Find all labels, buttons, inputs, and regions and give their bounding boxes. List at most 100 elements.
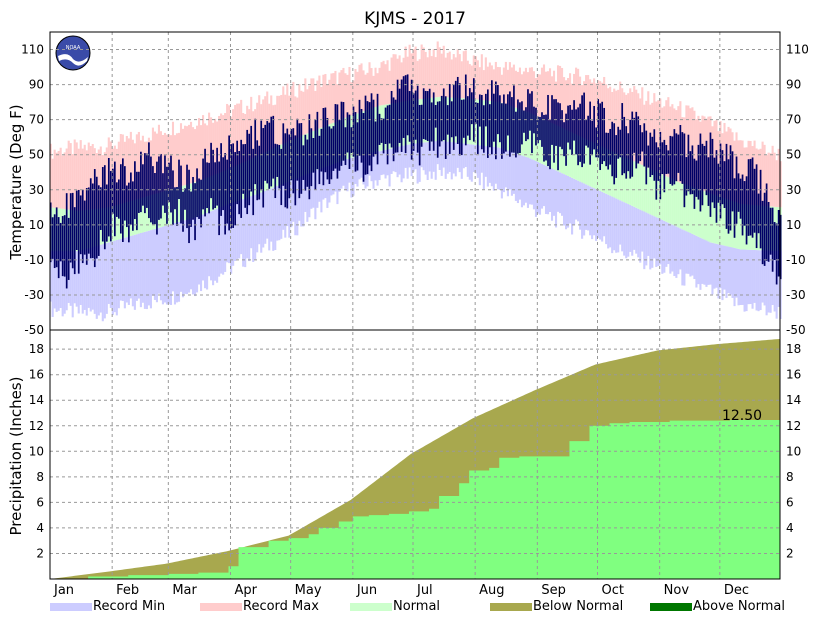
band-day	[468, 64, 471, 99]
observed-day	[264, 124, 267, 181]
band-day	[607, 194, 610, 249]
observed-day	[258, 145, 261, 200]
band-day	[61, 155, 64, 209]
band-day	[597, 189, 600, 239]
band-day	[739, 140, 742, 204]
observed-day	[81, 189, 84, 264]
band-day	[384, 64, 387, 105]
band-day	[292, 179, 295, 222]
band-day	[466, 60, 469, 99]
band-day	[438, 47, 441, 97]
temp-tick-right: 70	[786, 113, 801, 127]
temp-tick-right: 50	[786, 148, 801, 162]
observed-day	[549, 119, 551, 170]
band-day	[49, 251, 52, 302]
band-day	[703, 239, 706, 285]
observed-day	[426, 91, 429, 142]
observed-day	[641, 132, 644, 152]
band-day	[49, 143, 52, 208]
band-day	[256, 102, 259, 156]
precip-total-annotation: 12.50	[722, 408, 762, 424]
band-day	[410, 143, 413, 177]
band-day	[719, 196, 722, 245]
observed-day	[418, 104, 421, 166]
observed-day	[749, 158, 752, 236]
band-day	[408, 44, 411, 101]
band-day	[208, 211, 211, 277]
band-day	[167, 134, 171, 190]
band-day	[200, 215, 203, 292]
band-day	[502, 149, 505, 193]
band-day	[532, 114, 536, 161]
observed-day	[709, 132, 712, 217]
band-day	[151, 127, 154, 195]
temp-tick-right: 30	[786, 183, 801, 197]
observed-day	[306, 139, 309, 187]
band-day	[530, 159, 534, 205]
observed-day	[591, 120, 593, 156]
observed-day	[484, 93, 487, 127]
observed-day	[647, 145, 650, 168]
band-day	[232, 202, 235, 266]
band-day	[137, 233, 140, 299]
band-day	[595, 83, 598, 144]
observed-day	[555, 99, 557, 146]
band-day	[185, 219, 189, 295]
band-day	[571, 177, 574, 235]
band-day	[522, 110, 525, 157]
observed-day	[486, 89, 489, 158]
band-day	[167, 189, 171, 225]
band-day	[444, 57, 447, 98]
precip-tick-right: 10	[786, 444, 801, 458]
band-day	[567, 175, 570, 228]
band-day	[466, 143, 469, 177]
band-day	[520, 155, 523, 208]
band-day	[332, 163, 335, 195]
band-day	[133, 234, 136, 310]
observed-day	[294, 135, 297, 206]
observed-day	[472, 78, 475, 142]
band-day	[490, 146, 493, 187]
observed-day	[551, 95, 553, 145]
band-day	[230, 116, 233, 168]
band-day	[643, 165, 646, 212]
band-day	[258, 95, 261, 155]
band-day	[196, 216, 199, 293]
band-day	[137, 198, 140, 234]
band-day	[165, 134, 169, 191]
observed-day	[382, 118, 385, 154]
band-day	[749, 249, 752, 305]
band-day	[478, 67, 481, 100]
observed-day	[168, 162, 170, 203]
band-day	[729, 247, 732, 295]
band-day	[739, 203, 742, 250]
band-day	[198, 216, 201, 285]
band-day	[649, 214, 652, 270]
band-day	[460, 143, 463, 179]
observed-day	[212, 149, 214, 210]
observed-day	[71, 192, 74, 269]
precip-frame	[49, 329, 781, 580]
band-day	[296, 177, 299, 236]
observed-day	[358, 99, 361, 156]
observed-day	[468, 88, 471, 141]
band-day	[613, 88, 616, 152]
band-day	[645, 212, 648, 266]
observed-day	[226, 159, 228, 224]
band-day	[260, 192, 263, 253]
band-day	[51, 158, 54, 208]
observed-day	[567, 105, 569, 143]
observed-day	[673, 129, 676, 185]
band-day	[97, 149, 100, 209]
band-day	[91, 247, 94, 310]
band-day	[627, 158, 630, 205]
band-day	[426, 57, 429, 99]
band-day	[502, 67, 505, 104]
observed-day	[452, 84, 455, 150]
observed-day	[324, 107, 327, 173]
observed-day	[238, 150, 241, 215]
band-day	[314, 90, 317, 131]
band-day	[544, 71, 548, 121]
band-day	[639, 209, 642, 263]
band-day	[350, 82, 353, 116]
